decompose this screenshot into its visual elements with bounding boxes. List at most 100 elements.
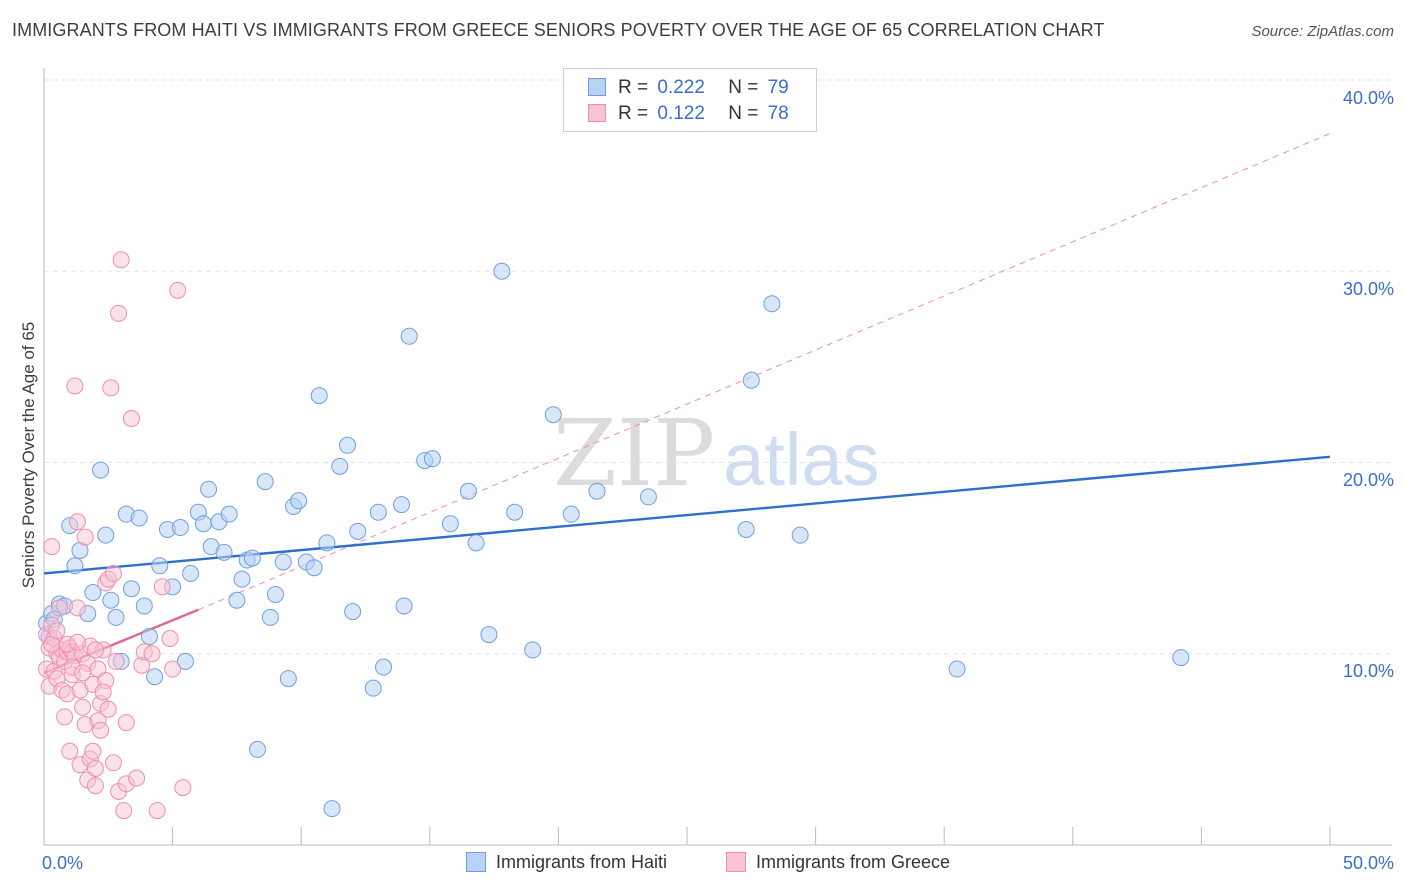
data-point-haiti [130,509,148,527]
bottom-legend-greece: Immigrants from Greece [726,852,950,873]
data-point-haiti [369,503,387,521]
data-point-greece [68,633,86,651]
data-point-haiti [338,436,356,454]
data-point-greece [76,528,94,546]
data-point-greece [104,564,122,582]
bottom-legend-haiti: Immigrants from Haiti [466,852,667,873]
legend-n-value-haiti: 79 [767,77,789,98]
data-point-greece [143,645,161,663]
data-point-haiti [243,549,261,567]
y-tick-30: 30.0% [1343,279,1394,299]
data-point-haiti [233,570,251,588]
data-point-greece [94,683,112,701]
data-point-haiti [375,658,393,676]
data-point-greece [74,664,92,682]
legend-swatch-greece [588,104,606,122]
data-point-greece [164,660,182,678]
data-point-haiti [349,522,367,540]
data-point-haiti [364,679,382,697]
data-point-haiti [948,660,966,678]
data-point-haiti [84,584,102,602]
chart-source: Source: ZipAtlas.com [1251,23,1394,40]
data-point-haiti [248,740,266,758]
data-point-haiti [171,519,189,537]
y-tick-10: 10.0% [1343,661,1394,681]
legend-n-label: N = [728,77,759,98]
chart-title: IMMIGRANTS FROM HAITI VS IMMIGRANTS FROM… [12,20,1105,40]
data-point-greece [84,742,102,760]
data-point-haiti [266,585,284,603]
trend-line-greece-extension [198,133,1331,611]
bottom-legend-swatch-greece [726,852,746,872]
data-point-haiti [215,543,233,561]
data-point-haiti [305,559,323,577]
bottom-legend-label-greece: Immigrants from Greece [756,852,951,872]
stats-legend: R = 0.222 N = 79 R = 0.122 N = 78 [563,68,817,132]
data-point-haiti [274,553,292,571]
y-tick-40: 40.0% [1343,88,1394,108]
legend-n-value-greece: 78 [767,103,789,124]
data-point-haiti [122,580,140,598]
data-point-haiti [256,473,274,491]
data-point-haiti [441,515,459,533]
data-point-greece [117,714,135,732]
data-point-haiti [562,505,580,523]
data-point-haiti [791,526,809,544]
watermark-zip: ZIP [553,400,716,507]
data-point-haiti [290,492,308,510]
data-point-haiti [395,597,413,615]
data-point-haiti [737,520,755,538]
data-point-greece [56,708,74,726]
data-point-greece [102,379,120,397]
data-point-haiti [279,670,297,688]
data-point-haiti [102,591,120,609]
data-point-haiti [524,641,542,659]
watermark: ZIP atlas [553,400,879,507]
legend-swatch-haiti [588,78,606,96]
data-point-haiti [323,800,341,818]
data-point-haiti [146,668,164,686]
data-point-haiti [506,503,524,521]
bottom-legend-label-haiti: Immigrants from Haiti [496,852,668,872]
data-point-haiti [228,591,246,609]
legend-r-label: R = [618,103,649,124]
bottom-legend-swatch-haiti [466,852,486,872]
data-point-greece [74,698,92,716]
data-point-haiti [493,262,511,280]
data-point-greece [99,700,117,718]
data-point-haiti [151,557,169,575]
legend-r-label: R = [618,77,649,98]
data-point-haiti [639,488,657,506]
legend-n-label: N = [728,103,759,124]
data-point-greece [66,377,84,395]
data-point-haiti [200,480,218,498]
data-point-haiti [66,557,84,575]
data-point-greece [128,769,146,787]
data-point-haiti [544,406,562,424]
x-tick-min: 0.0% [42,853,83,873]
data-point-haiti [423,450,441,468]
series-haiti-points [38,262,1190,818]
data-point-greece [174,779,192,797]
data-point-greece [169,281,187,299]
y-tick-20: 20.0% [1343,470,1394,490]
data-point-greece [161,629,179,647]
data-point-haiti [393,496,411,514]
data-point-greece [86,777,104,795]
data-point-greece [112,251,130,269]
data-point-greece [115,802,133,820]
data-point-haiti [742,371,760,389]
data-point-greece [153,578,171,596]
data-point-haiti [344,603,362,621]
data-point-greece [107,652,125,670]
data-point-greece [48,622,66,640]
data-point-haiti [588,482,606,500]
data-point-haiti [480,626,498,644]
data-point-haiti [400,327,418,345]
data-point-greece [86,641,104,659]
data-point-greece [148,802,166,820]
data-point-haiti [261,608,279,626]
data-point-greece [92,721,110,739]
data-point-greece [61,742,79,760]
